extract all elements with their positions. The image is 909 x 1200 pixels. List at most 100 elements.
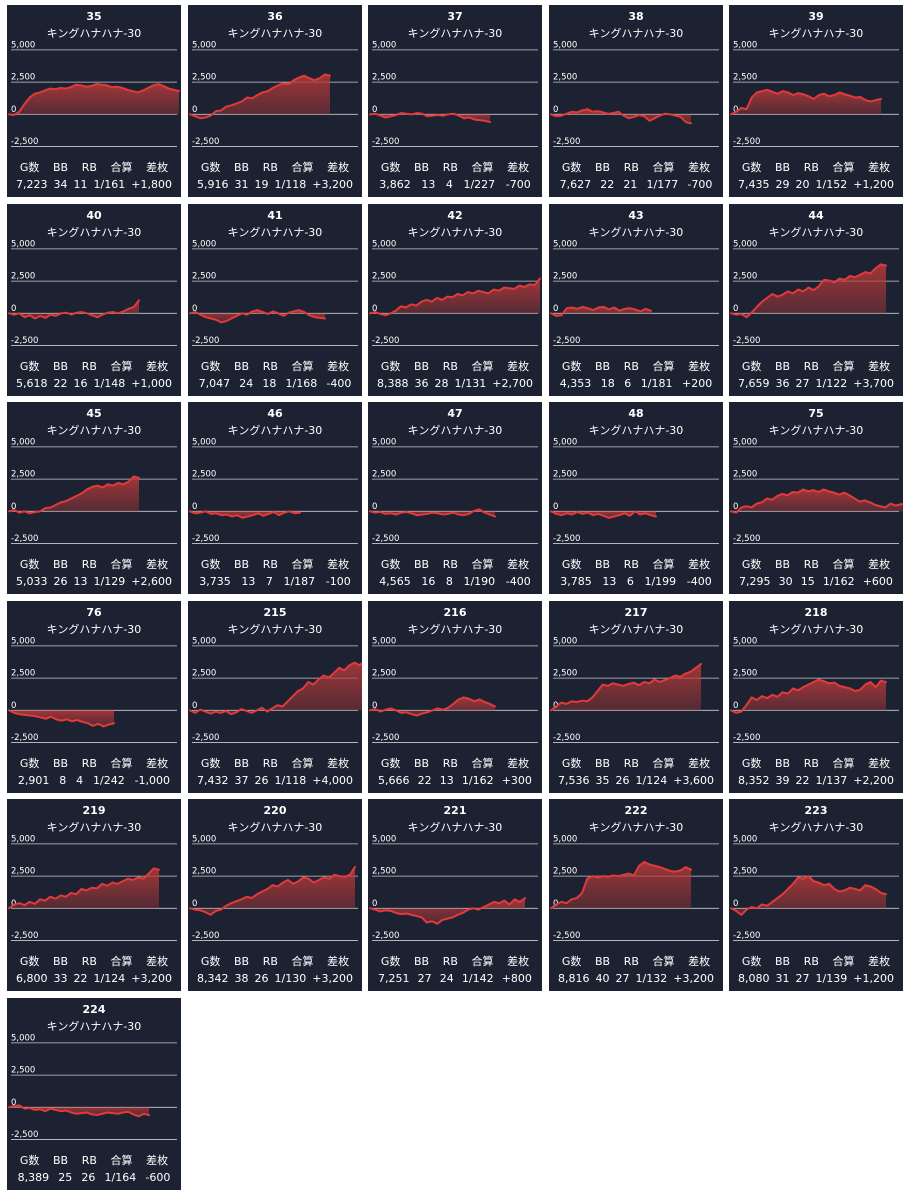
machine-card[interactable]: 217 キングハナハナ-30 5,000 2,500 0 -2,500 G数 BB RB 合算 差枚…	[549, 601, 723, 793]
y-tick-label: 0	[192, 502, 197, 512]
machine-card[interactable]: 216 キングハナハナ-30 5,000 2,500 0 -2,500 G数 BB RB 合算 差枚…	[368, 601, 542, 793]
balance-line	[730, 488, 903, 514]
stat-header: 合算	[110, 558, 133, 571]
machine-card[interactable]: 220 キングハナハナ-30 5,000 2,500 0 -2,500 G数 BB RB 合算 差枚…	[188, 799, 362, 991]
machine-card[interactable]: 42 キングハナハナ-30 5,000 2,500 0 -2,500 G数 BB RB 合算 差枚 8…	[368, 204, 542, 396]
y-tick-label: 0	[11, 304, 16, 314]
stat-value: 39	[775, 774, 790, 787]
y-tick-label: 5,000	[733, 636, 757, 646]
machine-card[interactable]: 35 キングハナハナ-30 5,000 2,500 0 -2,500 G数 BB RB 合算 差枚 7…	[7, 5, 181, 197]
stat-header: 差枚	[868, 757, 891, 770]
balance-chart: 5,000 2,500 0 -2,500	[369, 239, 541, 346]
y-tick-label: 5,000	[553, 636, 577, 646]
machine-card[interactable]: 218 キングハナハナ-30 5,000 2,500 0 -2,500 G数 BB RB 合算 差枚…	[729, 601, 903, 793]
stat-header: RB	[623, 955, 639, 968]
stat-header: G数	[19, 360, 40, 373]
stat-value: +1,800	[131, 178, 172, 191]
y-tick-label: -2,500	[733, 336, 760, 346]
stat-value: 4,353	[559, 377, 592, 390]
machine-card[interactable]: 43 キングハナハナ-30 5,000 2,500 0 -2,500 G数 BB RB 合算 差枚 4…	[549, 204, 723, 396]
stat-value: 1/181	[640, 377, 673, 390]
stats-table: G数 BB RB 合算 差枚 7,536 35 26 1/124 +3,600	[555, 755, 717, 789]
y-tick-label: 0	[11, 105, 16, 115]
machine-number: 45	[86, 407, 102, 420]
stat-value: 1/124	[635, 774, 668, 787]
machine-card[interactable]: 45 キングハナハナ-30 5,000 2,500 0 -2,500 G数 BB RB 合算 差枚 5…	[7, 402, 181, 594]
stat-value: 8,388	[377, 377, 409, 390]
machine-card[interactable]: 36 キングハナハナ-30 5,000 2,500 0 -2,500 G数 BB RB 合算 差枚 5…	[188, 5, 362, 197]
machine-card[interactable]: 222 キングハナハナ-30 5,000 2,500 0 -2,500 G数 BB RB 合算 差枚…	[549, 799, 723, 991]
stat-value: 7,295	[739, 575, 771, 588]
balance-area	[9, 300, 139, 319]
stat-header: RB	[81, 757, 97, 770]
stat-value: +4,000	[312, 774, 353, 787]
stat-header: 差枚	[688, 558, 711, 571]
stats-value-row: 8,388 36 28 1/131 +2,700	[374, 375, 536, 392]
y-tick-label: 0	[733, 502, 738, 512]
y-tick-label: 5,000	[553, 437, 577, 447]
stat-value: 1/242	[93, 774, 125, 787]
y-tick-label: 5,000	[553, 834, 577, 844]
machine-card[interactable]: 76 キングハナハナ-30 5,000 2,500 0 -2,500 G数 BB RB 合算 差枚 2…	[7, 601, 181, 793]
stat-value: 1/139	[815, 972, 848, 985]
balance-area	[731, 876, 886, 915]
stat-value: +1,200	[853, 972, 894, 985]
machine-card[interactable]: 215 キングハナハナ-30 5,000 2,500 0 -2,500 G数 BB RB 合算 差枚…	[188, 601, 362, 793]
y-tick-label: 0	[372, 701, 377, 711]
stats-table: G数 BB RB 合算 差枚 2,901 8 4 1/242 -1,000	[13, 755, 175, 789]
machine-card[interactable]: 37 キングハナハナ-30 5,000 2,500 0 -2,500 G数 BB RB 合算 差枚 3…	[368, 5, 542, 197]
stat-header: BB	[774, 757, 791, 770]
stat-value: 1/168	[285, 377, 318, 390]
stat-header: RB	[81, 1154, 97, 1167]
stat-header: 差枚	[868, 955, 891, 968]
balance-line	[8, 299, 140, 320]
machine-card[interactable]: 44 キングハナハナ-30 5,000 2,500 0 -2,500 G数 BB RB 合算 差枚 7…	[729, 204, 903, 396]
stat-value: 37	[234, 774, 249, 787]
stat-header: 差枚	[688, 161, 711, 174]
stat-value: -700	[687, 178, 713, 191]
y-tick-label: 2,500	[733, 470, 757, 480]
y-tick-label: 0	[733, 304, 738, 314]
stat-header: BB	[774, 955, 791, 968]
machine-title: キングハナハナ-30	[407, 226, 503, 239]
balance-line	[369, 112, 491, 124]
machine-number: 37	[447, 10, 463, 23]
stat-value: 4	[76, 774, 84, 787]
machine-card[interactable]: 46 キングハナハナ-30 5,000 2,500 0 -2,500 G数 BB RB 合算 差枚 3…	[188, 402, 362, 594]
y-tick-label: 2,500	[553, 470, 577, 480]
machine-card[interactable]: 48 キングハナハナ-30 5,000 2,500 0 -2,500 G数 BB RB 合算 差枚 3…	[549, 402, 723, 594]
balance-area	[190, 74, 330, 119]
stats-table: G数 BB RB 合算 差枚 8,352 39 22 1/137 +2,200	[735, 755, 897, 789]
machine-card[interactable]: 38 キングハナハナ-30 5,000 2,500 0 -2,500 G数 BB RB 合算 差枚 7…	[549, 5, 723, 197]
stats-table: G数 BB RB 合算 差枚 8,816 40 27 1/132 +3,200	[555, 953, 717, 987]
stat-header: G数	[19, 161, 40, 174]
machine-card[interactable]: 221 キングハナハナ-30 5,000 2,500 0 -2,500 G数 BB RB 合算 差枚…	[368, 799, 542, 991]
machine-card[interactable]: 223 キングハナハナ-30 5,000 2,500 0 -2,500 G数 BB RB 合算 差枚…	[729, 799, 903, 991]
y-tick-label: 2,500	[11, 272, 35, 282]
stat-value: 3,862	[379, 178, 411, 191]
stat-header: RB	[442, 955, 458, 968]
y-tick-label: 5,000	[192, 239, 216, 249]
machine-card[interactable]: 219 キングハナハナ-30 5,000 2,500 0 -2,500 G数 BB RB 合算 差枚…	[7, 799, 181, 991]
balance-chart: 5,000 2,500 0 -2,500	[730, 834, 899, 941]
stat-header: RB	[81, 558, 97, 571]
machine-card[interactable]: 75 キングハナハナ-30 5,000 2,500 0 -2,500 G数 BB RB 合算 差枚 7…	[729, 402, 903, 594]
y-tick-label: 5,000	[372, 636, 396, 646]
stat-header: 差枚	[327, 161, 350, 174]
stat-value: 1/187	[283, 575, 316, 588]
stat-header: BB	[52, 757, 69, 770]
machine-card[interactable]: 47 キングハナハナ-30 5,000 2,500 0 -2,500 G数 BB RB 合算 差枚 4…	[368, 402, 542, 594]
machine-card[interactable]: 40 キングハナハナ-30 5,000 2,500 0 -2,500 G数 BB RB 合算 差枚 5…	[7, 204, 181, 396]
stat-header: 合算	[291, 161, 314, 174]
stat-value: 1/137	[815, 774, 848, 787]
machine-card[interactable]: 224 キングハナハナ-30 5,000 2,500 0 -2,500 G数 BB RB 合算 差枚…	[7, 998, 181, 1190]
stat-header: 合算	[471, 161, 494, 174]
machine-card[interactable]: 41 キングハナハナ-30 5,000 2,500 0 -2,500 G数 BB RB 合算 差枚 7…	[188, 204, 362, 396]
y-tick-label: -2,500	[11, 931, 38, 941]
balance-chart: 5,000 2,500 0 -2,500	[550, 40, 719, 147]
machine-card[interactable]: 39 キングハナハナ-30 5,000 2,500 0 -2,500 G数 BB RB 合算 差枚 7…	[729, 5, 903, 197]
stat-header: BB	[233, 955, 250, 968]
y-tick-label: 5,000	[192, 437, 216, 447]
stat-value: 33	[53, 972, 68, 985]
y-tick-label: -2,500	[733, 534, 760, 544]
